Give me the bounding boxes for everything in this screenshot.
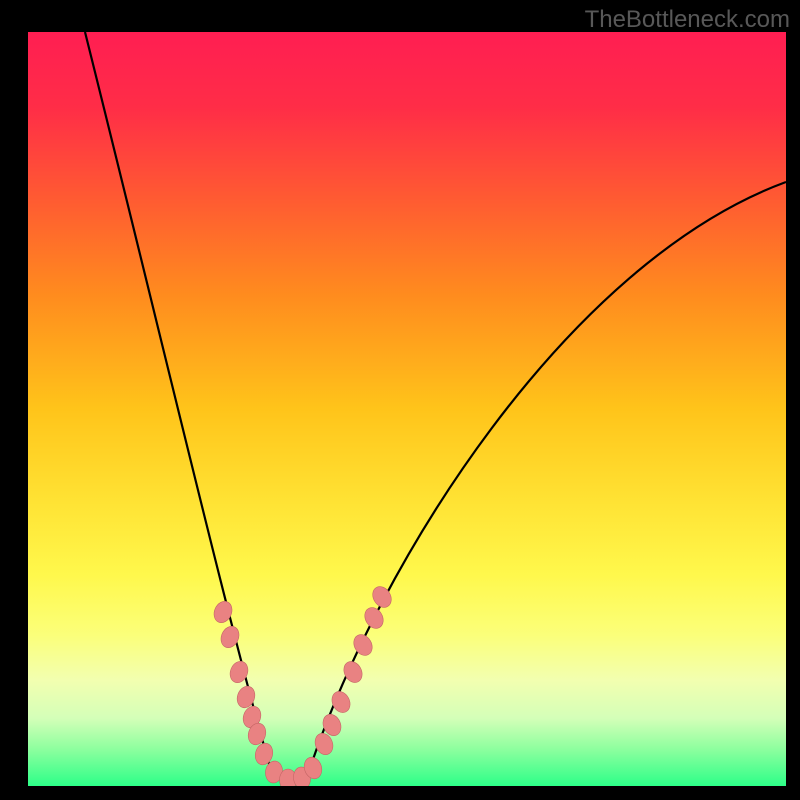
gradient-background [28,32,786,786]
chart-container: TheBottleneck.com [0,0,800,800]
plot-area [28,32,786,786]
chart-svg [28,32,786,786]
watermark-text: TheBottleneck.com [585,6,790,34]
